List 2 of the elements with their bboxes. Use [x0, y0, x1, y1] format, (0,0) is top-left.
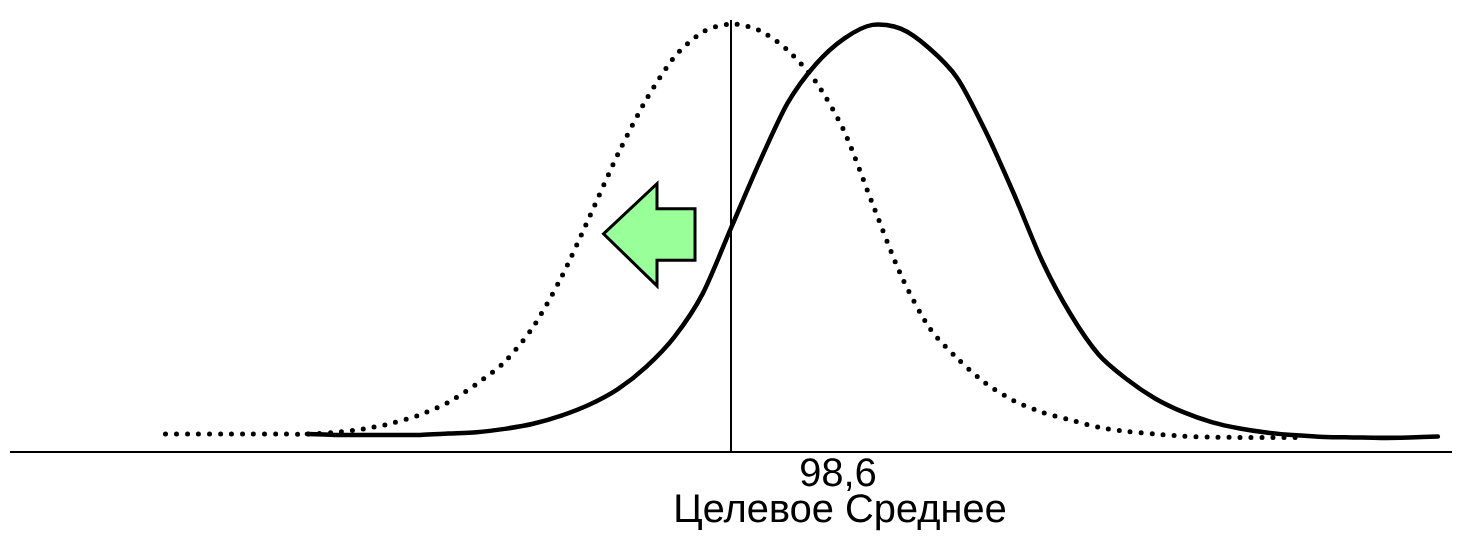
x-axis-title: Целевое Среднее	[676, 494, 1005, 531]
text: 98,6	[801, 458, 876, 492]
